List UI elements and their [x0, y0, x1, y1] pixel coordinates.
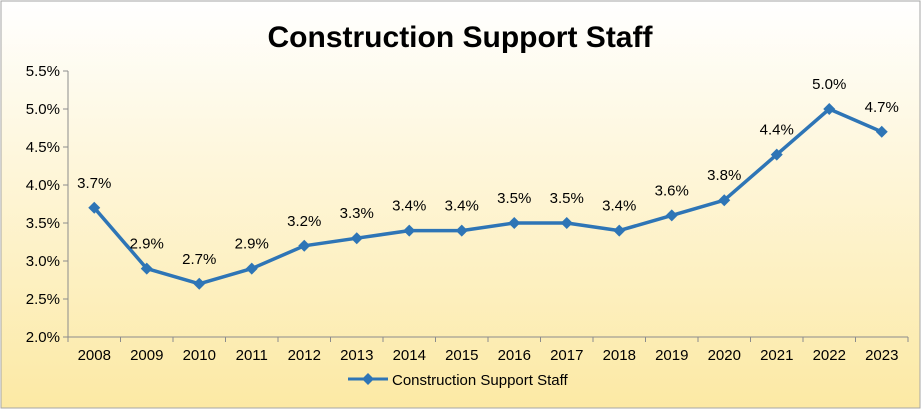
- x-tick-label: 2021: [760, 347, 793, 364]
- x-tick-label: 2022: [813, 347, 846, 364]
- data-label: 4.7%: [865, 99, 899, 116]
- data-label: 3.6%: [655, 182, 689, 199]
- chart-title: Construction Support Staff: [268, 21, 654, 54]
- data-label: 3.2%: [287, 213, 321, 230]
- data-point-marker: [193, 277, 206, 290]
- x-tick-label: 2023: [865, 347, 898, 364]
- data-point-marker: [613, 224, 626, 237]
- x-tick-label: 2010: [183, 347, 216, 364]
- data-point-marker: [88, 201, 101, 214]
- x-tick-label: 2011: [236, 347, 268, 364]
- data-label: 3.4%: [392, 198, 426, 215]
- x-tick-label: 2019: [655, 347, 688, 364]
- data-point-marker: [350, 232, 363, 245]
- data-label: 2.9%: [235, 236, 269, 253]
- data-label: 3.5%: [550, 190, 584, 207]
- data-point-marker: [140, 262, 153, 275]
- y-tick-label: 3.0%: [26, 253, 60, 270]
- data-label: 3.7%: [77, 175, 111, 192]
- data-point-marker: [665, 209, 678, 222]
- data-point-marker: [875, 125, 888, 138]
- data-point-marker: [823, 103, 836, 115]
- series-line: [92, 107, 883, 286]
- data-label: 2.7%: [182, 251, 216, 268]
- y-tick-label: 4.5%: [26, 139, 60, 156]
- data-point-marker: [770, 148, 783, 161]
- data-label: 3.8%: [707, 167, 741, 184]
- legend-marker: [362, 373, 374, 385]
- data-point-marker: [403, 224, 416, 237]
- series-layer: 3.7% 2.9% 2.7% 2.9% 3.2% 3.3% 3.4% 3.4% 3.5% 3.5%…: [77, 76, 899, 290]
- data-label: 3.4%: [445, 198, 479, 215]
- data-label: 3.3%: [340, 205, 374, 222]
- data-point-marker: [298, 239, 311, 252]
- y-tick-label: 2.0%: [26, 329, 60, 346]
- x-tick-label: 2018: [603, 347, 636, 364]
- axes: 2.0% 2.5% 3.0% 3.5% 4.0% 4.5% 5.0% 5.5% 2008 2009…: [26, 63, 909, 364]
- x-tick-label: 2013: [340, 347, 373, 364]
- x-tick-label: 2016: [498, 347, 531, 364]
- data-point-marker: [508, 217, 521, 229]
- x-tick-label: 2014: [393, 347, 426, 364]
- data-label: 2.9%: [130, 236, 164, 253]
- data-label: 3.4%: [602, 198, 636, 215]
- data-label: 5.0%: [812, 76, 846, 93]
- legend: Construction Support Staff: [348, 372, 568, 389]
- legend-label: Construction Support Staff: [392, 372, 568, 389]
- data-label: 4.4%: [760, 122, 794, 139]
- y-tick-label: 5.0%: [26, 101, 60, 118]
- x-tick-label: 2017: [550, 347, 583, 364]
- data-point-marker: [455, 224, 468, 237]
- y-tick-label: 3.5%: [26, 215, 60, 232]
- x-tick-label: 2008: [78, 347, 111, 364]
- y-tick-label: 5.5%: [26, 63, 60, 80]
- data-point-marker: [560, 217, 573, 229]
- x-tick-label: 2009: [130, 347, 163, 364]
- x-tick-label: 2020: [708, 347, 741, 364]
- data-point-marker: [245, 262, 258, 275]
- y-tick-label: 4.0%: [26, 177, 60, 194]
- data-point-marker: [718, 194, 731, 207]
- x-tick-label: 2015: [445, 347, 478, 364]
- y-tick-label: 2.5%: [26, 291, 60, 308]
- data-label: 3.5%: [497, 190, 531, 207]
- x-tick-label: 2012: [288, 347, 321, 364]
